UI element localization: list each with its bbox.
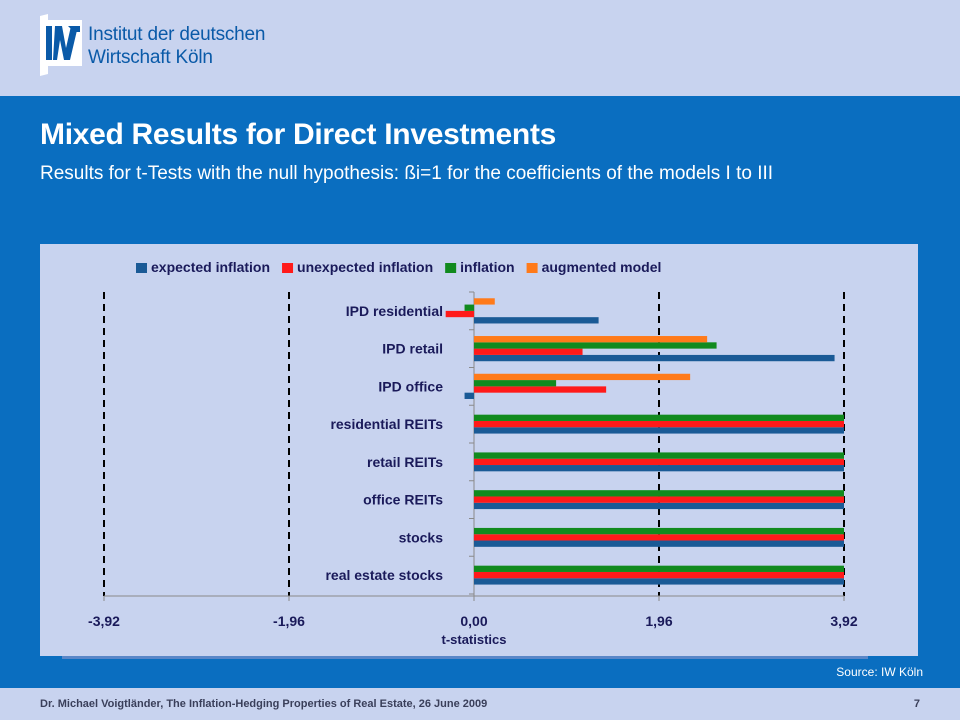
- x-tick-label: -3,92: [88, 613, 120, 629]
- x-tick-label: 3,92: [830, 613, 857, 629]
- bar-unexpected-inflation: [474, 534, 844, 541]
- category-label: stocks: [399, 529, 444, 545]
- bar-inflation: [474, 342, 717, 349]
- logo-text-line1: Institut der deutschen: [88, 24, 266, 45]
- bar-inflation: [474, 414, 844, 421]
- bar-expected-inflation: [474, 427, 844, 434]
- legend-label-unexpected-inflation: unexpected inflation: [297, 259, 433, 275]
- category-label: retail REITs: [367, 454, 443, 470]
- bar-unexpected-inflation: [474, 420, 844, 428]
- legend-swatch-unexpected-inflation: [282, 263, 294, 273]
- bar-expected-inflation: [474, 540, 844, 547]
- iw-logo: Institut der deutschen Wirtschaft Köln: [40, 14, 285, 78]
- bar-expected-inflation: [474, 502, 844, 510]
- chart-shadow: [62, 656, 868, 659]
- bar-unexpected-inflation: [474, 458, 844, 466]
- header-band: [0, 0, 960, 96]
- bar-inflation: [474, 527, 844, 535]
- chart-area: expected inflation unexpected inflation in…: [40, 244, 918, 656]
- bar-unexpected-inflation: [474, 571, 844, 579]
- bar-expected-inflation: [474, 354, 835, 362]
- bar-expected-inflation: [474, 578, 844, 585]
- category-label: IPD residential: [346, 303, 443, 319]
- bar-augmented-model: [474, 298, 495, 305]
- page-number: 7: [913, 698, 920, 710]
- bar-inflation: [464, 304, 474, 311]
- bar-expected-inflation: [474, 465, 844, 472]
- category-label: office REITs: [363, 492, 443, 508]
- bar-unexpected-inflation: [445, 310, 474, 318]
- x-tick-label: 0,00: [460, 613, 487, 629]
- x-axis-label: t-statistics: [441, 632, 506, 647]
- legend-label-expected-inflation: expected inflation: [151, 259, 270, 275]
- bar-inflation: [474, 490, 844, 497]
- x-tick-label: 1,96: [645, 613, 672, 629]
- slide-title: Mixed Results for Direct Investments: [40, 118, 557, 151]
- legend-swatch-inflation: [445, 263, 457, 273]
- slide-subtitle: Results for t-Tests with the null hypoth…: [40, 163, 774, 184]
- bar-expected-inflation: [464, 392, 474, 399]
- bar-inflation: [474, 380, 557, 387]
- bar-augmented-model: [474, 336, 708, 343]
- footer-band: [0, 688, 960, 720]
- legend-swatch-augmented-model: [526, 263, 538, 273]
- logo-text-line2: Wirtschaft Köln: [88, 47, 213, 68]
- bar-augmented-model: [474, 373, 691, 381]
- bar-inflation: [474, 565, 844, 572]
- x-tick-label: -1,96: [273, 613, 305, 629]
- footer-text: Dr. Michael Voigtländer, The Inflation-H…: [40, 698, 488, 710]
- category-label: real estate stocks: [325, 567, 443, 583]
- legend-label-augmented-model: augmented model: [542, 259, 662, 275]
- iw-logo-mark: [40, 14, 82, 76]
- bar-inflation: [474, 452, 844, 459]
- category-label: IPD office: [378, 378, 443, 394]
- bar-chart: expected inflation unexpected inflation in…: [88, 259, 858, 647]
- source-note: Source: IW Köln: [836, 665, 923, 679]
- category-label: IPD retail: [382, 341, 443, 357]
- category-label: residential REITs: [330, 416, 443, 432]
- bar-unexpected-inflation: [474, 386, 607, 393]
- legend-swatch-expected-inflation: [136, 263, 147, 273]
- bar-unexpected-inflation: [474, 496, 844, 503]
- legend-label-inflation: inflation: [460, 259, 514, 275]
- bar-expected-inflation: [474, 317, 599, 324]
- bar-unexpected-inflation: [474, 348, 583, 355]
